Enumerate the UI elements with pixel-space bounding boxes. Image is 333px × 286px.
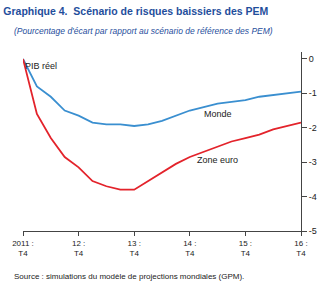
svg-text:-4: -4: [309, 192, 317, 202]
svg-text:13 :T4: 13 :T4: [128, 239, 141, 258]
svg-text:-2: -2: [309, 123, 317, 133]
svg-text:2011 :T4: 2011 :T4: [12, 239, 34, 258]
svg-text:14 :T4: 14 :T4: [183, 239, 196, 258]
svg-text:Graphique 4. Scénario de risq: Graphique 4. Scénario de risques baissie…: [3, 5, 268, 17]
svg-text:Zone euro: Zone euro: [197, 155, 238, 165]
svg-text:-5: -5: [309, 226, 317, 236]
svg-text:0: 0: [309, 54, 314, 64]
svg-text:12 :T4: 12 :T4: [72, 239, 85, 258]
svg-text:(Pourcentage d'écart par rappo: (Pourcentage d'écart par rapport au scén…: [14, 26, 273, 36]
svg-text:15 :T4: 15 :T4: [239, 239, 252, 258]
svg-text:Monde: Monde: [204, 109, 232, 119]
svg-text:-3: -3: [309, 157, 317, 167]
svg-text:-1: -1: [309, 88, 317, 98]
svg-text:Source : simulations du modèle: Source : simulations du modèle de projec…: [14, 272, 244, 281]
svg-text:16 :T4: 16 :T4: [294, 239, 307, 258]
svg-text:PIB réel: PIB réel: [25, 61, 57, 71]
